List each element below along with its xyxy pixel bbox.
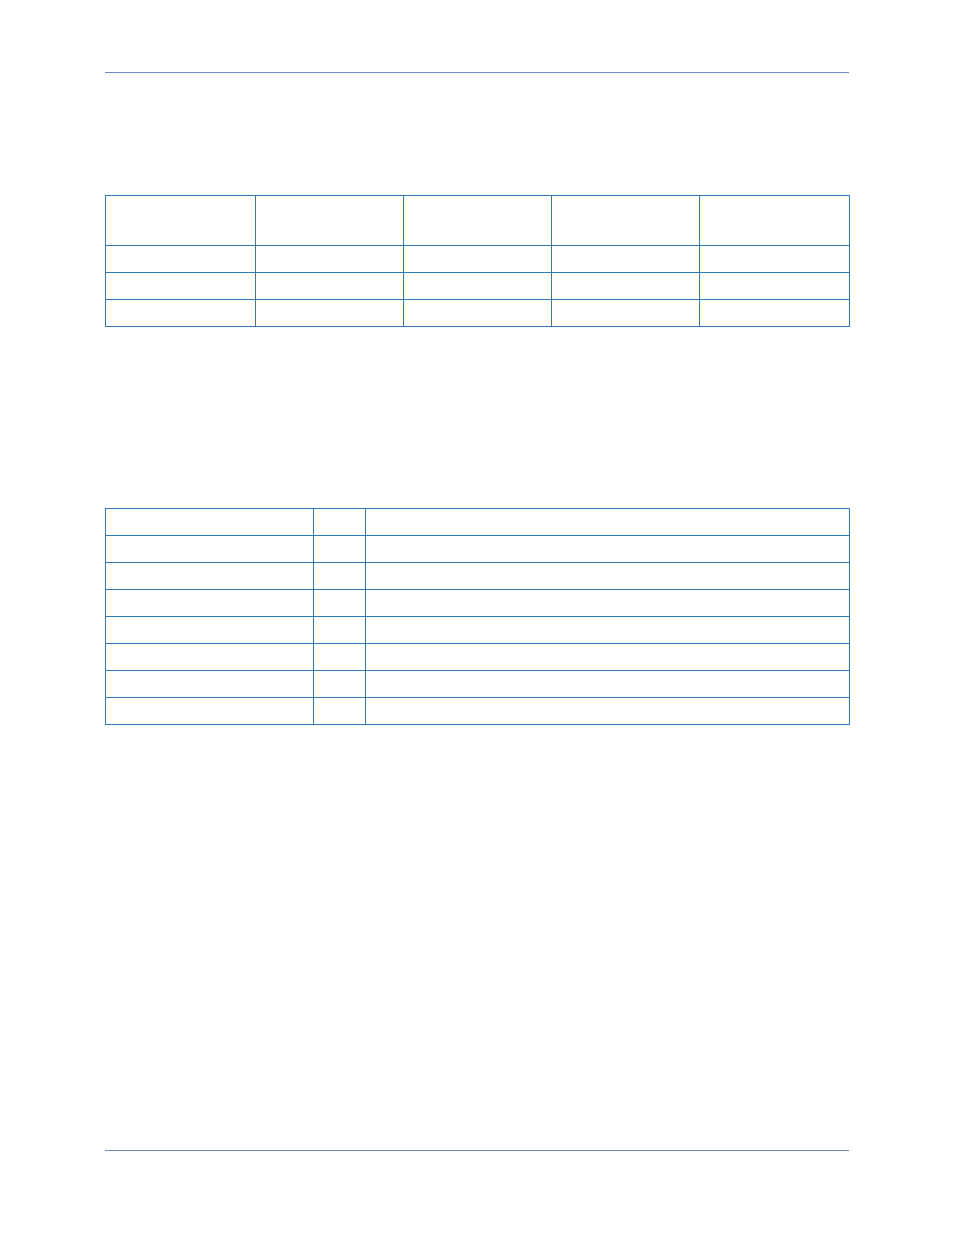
table-cell <box>106 590 314 617</box>
table-cell <box>106 671 314 698</box>
page-content <box>105 0 849 1235</box>
table-cell <box>366 617 850 644</box>
table-cell <box>700 246 850 273</box>
table-cell <box>106 196 256 246</box>
table-cell <box>366 536 850 563</box>
table-row <box>106 563 850 590</box>
table-1 <box>105 195 850 327</box>
table-row <box>106 617 850 644</box>
table-cell <box>106 536 314 563</box>
table-cell <box>404 273 552 300</box>
table-cell <box>256 196 404 246</box>
table-cell <box>552 300 700 327</box>
table-cell <box>366 644 850 671</box>
table-cell <box>106 246 256 273</box>
table-cell <box>106 509 314 536</box>
table-cell <box>314 509 366 536</box>
table-cell <box>106 698 314 725</box>
table1-body <box>106 196 850 327</box>
table-cell <box>256 300 404 327</box>
table-cell <box>700 273 850 300</box>
table-cell <box>404 246 552 273</box>
table-row <box>106 509 850 536</box>
table-row <box>106 644 850 671</box>
table-cell <box>366 698 850 725</box>
table-cell <box>366 590 850 617</box>
table-cell <box>314 617 366 644</box>
table-row <box>106 590 850 617</box>
table-cell <box>256 273 404 300</box>
table-cell <box>106 644 314 671</box>
table-cell <box>314 698 366 725</box>
table-cell <box>404 300 552 327</box>
table-cell <box>314 671 366 698</box>
footer-rule <box>105 1150 849 1151</box>
table-cell <box>106 617 314 644</box>
table-cell <box>552 246 700 273</box>
table-row <box>106 273 850 300</box>
table-cell <box>314 590 366 617</box>
table-cell <box>366 563 850 590</box>
table-row <box>106 300 850 327</box>
table-cell <box>106 300 256 327</box>
table-cell <box>366 509 850 536</box>
table-cell <box>314 563 366 590</box>
table-cell <box>700 196 850 246</box>
table-cell <box>552 273 700 300</box>
table-cell <box>314 644 366 671</box>
table2-body <box>106 509 850 725</box>
table-row <box>106 246 850 273</box>
table-cell <box>256 246 404 273</box>
table-cell <box>106 273 256 300</box>
table-row <box>106 698 850 725</box>
table-cell <box>106 563 314 590</box>
table-cell <box>366 671 850 698</box>
table-cell <box>552 196 700 246</box>
table-cell <box>700 300 850 327</box>
table-cell <box>404 196 552 246</box>
header-rule <box>105 72 849 73</box>
table-row <box>106 536 850 563</box>
table-cell <box>314 536 366 563</box>
table-row <box>106 196 850 246</box>
table-2 <box>105 508 850 725</box>
table-row <box>106 671 850 698</box>
